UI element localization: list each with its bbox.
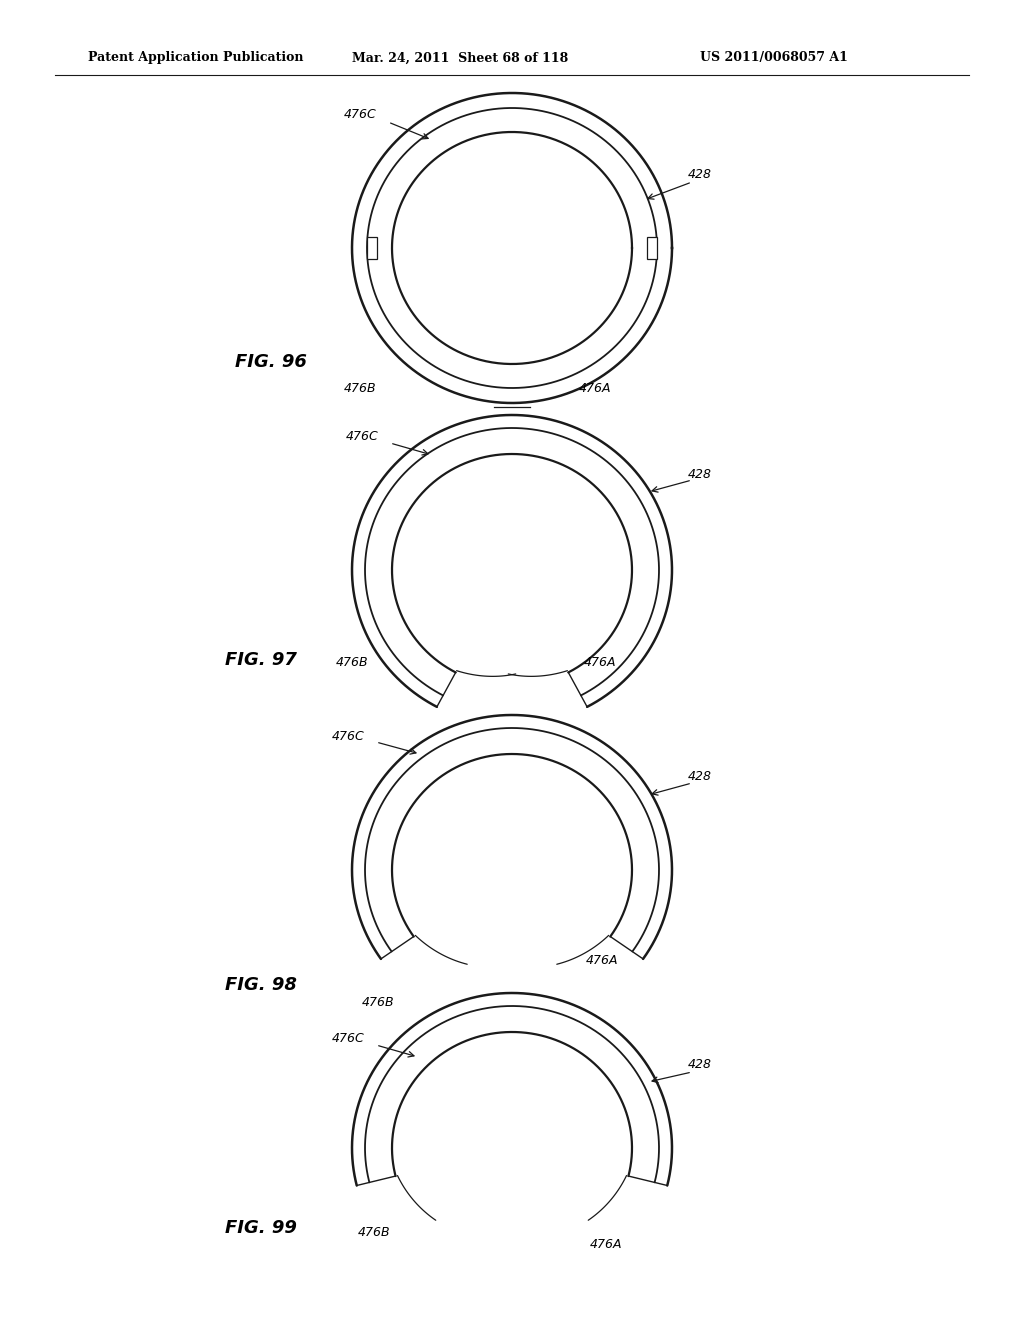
Bar <box>647 238 657 259</box>
Text: 476B: 476B <box>357 1226 390 1239</box>
Text: 476A: 476A <box>586 953 618 966</box>
Text: FIG. 97: FIG. 97 <box>225 651 297 669</box>
Text: 476B: 476B <box>344 381 376 395</box>
Text: 476A: 476A <box>579 381 611 395</box>
Text: 428: 428 <box>688 467 712 480</box>
Text: Mar. 24, 2011  Sheet 68 of 118: Mar. 24, 2011 Sheet 68 of 118 <box>352 51 568 65</box>
Bar <box>367 238 377 259</box>
Text: 476A: 476A <box>590 1238 623 1251</box>
Text: Patent Application Publication: Patent Application Publication <box>88 51 303 65</box>
Text: 428: 428 <box>688 1059 712 1072</box>
Text: 476C: 476C <box>346 429 379 442</box>
Text: 476B: 476B <box>361 995 394 1008</box>
Text: FIG. 96: FIG. 96 <box>234 352 307 371</box>
Text: FIG. 99: FIG. 99 <box>225 1218 297 1237</box>
Text: 476C: 476C <box>332 730 365 742</box>
Text: 428: 428 <box>688 169 712 181</box>
Text: 476A: 476A <box>584 656 616 668</box>
Text: 476B: 476B <box>336 656 369 668</box>
Text: FIG. 98: FIG. 98 <box>225 975 297 994</box>
Text: 428: 428 <box>688 770 712 783</box>
Text: 476C: 476C <box>344 108 377 121</box>
Text: US 2011/0068057 A1: US 2011/0068057 A1 <box>700 51 848 65</box>
Text: 476C: 476C <box>332 1031 365 1044</box>
